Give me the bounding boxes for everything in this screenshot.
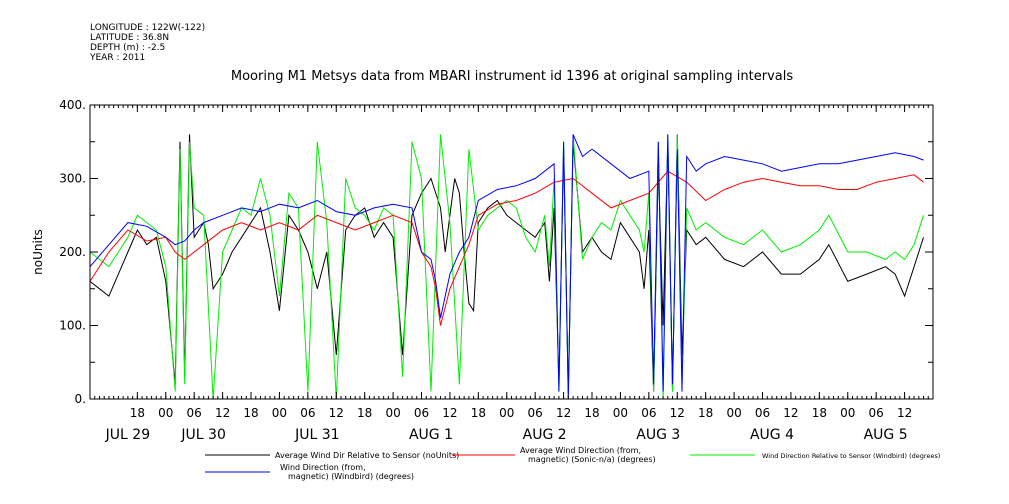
x-day-label-1: JUL 30 xyxy=(180,427,225,443)
y-tick-label-3: 300. xyxy=(59,172,86,186)
x-day-label-4: AUG 2 xyxy=(523,427,567,443)
x-tick-label-27: 12 xyxy=(897,406,912,420)
x-day-label-6: AUG 4 xyxy=(750,427,794,443)
latitude-text: LATITUDE : 36.8N xyxy=(90,33,169,43)
y-axis-label: noUnits xyxy=(31,229,45,275)
x-tick-label-22: 06 xyxy=(755,406,770,420)
legend-label-black: Average Wind Dir Relative to Sensor (noU… xyxy=(275,451,459,460)
y-tick-label-2: 200. xyxy=(59,245,86,259)
legend-label-red: Average Wind Direction (from, magnetic) … xyxy=(520,446,656,464)
x-tick-label-24: 18 xyxy=(812,406,827,420)
x-tick-label-16: 18 xyxy=(584,406,599,420)
legend: Average Wind Dir Relative to Sensor (noU… xyxy=(205,446,940,481)
x-tick-label-0: 18 xyxy=(130,406,145,420)
x-day-label-5: AUG 3 xyxy=(636,427,680,443)
series-line-1 xyxy=(89,170,924,326)
series-line-0 xyxy=(89,134,924,392)
legend-label-blue: Wind Direction (from, magnetic) (Windbir… xyxy=(280,463,414,481)
x-tick-label-7: 12 xyxy=(329,406,344,420)
series-layer xyxy=(89,134,924,400)
x-tick-label-15: 12 xyxy=(556,406,571,420)
x-tick-label-1: 00 xyxy=(158,406,173,420)
x-tick-label-10: 06 xyxy=(414,406,429,420)
x-tick-label-25: 00 xyxy=(840,406,855,420)
x-tick-label-13: 00 xyxy=(499,406,514,420)
x-tick-label-18: 06 xyxy=(641,406,656,420)
x-tick-label-20: 18 xyxy=(698,406,713,420)
x-day-label-2: JUL 31 xyxy=(294,427,339,443)
x-tick-label-23: 12 xyxy=(783,406,798,420)
x-tick-label-19: 12 xyxy=(670,406,685,420)
x-tick-label-2: 06 xyxy=(187,406,202,420)
x-tick-label-17: 00 xyxy=(613,406,628,420)
legend-label-blue-line2: magnetic) (Windbird) (degrees) xyxy=(288,472,414,481)
x-tick-label-5: 00 xyxy=(272,406,287,420)
x-day-label-7: AUG 5 xyxy=(864,427,908,443)
x-tick-label-3: 12 xyxy=(215,406,230,420)
legend-label-red-line2: magnetic) (Sonic-n/a) (degrees) xyxy=(528,455,656,464)
x-tick-label-21: 00 xyxy=(726,406,741,420)
chart-title: Mooring M1 Metsys data from MBARI instru… xyxy=(231,69,793,84)
x-tick-label-4: 18 xyxy=(243,406,258,420)
axes-layer: 0. 100. 200. 300. 400. 18 00 06 12 18 00 06 12 18 00 06… xyxy=(59,98,934,443)
depth-text: DEPTH (m) : -2.5 xyxy=(90,43,165,53)
header-info: LONGITUDE : 122W(-122) LATITUDE : 36.8N … xyxy=(89,23,205,63)
x-day-label-0: JUL 29 xyxy=(105,427,150,443)
series-line-3 xyxy=(89,134,924,400)
y-tick-label-0: 0. xyxy=(75,392,86,406)
x-day-label-3: AUG 1 xyxy=(409,427,453,443)
x-tick-label-14: 06 xyxy=(528,406,543,420)
x-tick-label-8: 18 xyxy=(357,406,372,420)
x-tick-label-9: 00 xyxy=(385,406,400,420)
x-tick-label-11: 12 xyxy=(442,406,457,420)
legend-label-green: Wind Direction Relative to Sensor (Windb… xyxy=(762,452,940,460)
x-tick-label-26: 06 xyxy=(869,406,884,420)
legend-label-red-line1: Average Wind Direction (from, xyxy=(520,446,641,455)
legend-label-blue-line1: Wind Direction (from, xyxy=(280,463,366,472)
x-tick-label-6: 06 xyxy=(300,406,315,420)
longitude-text: LONGITUDE : 122W(-122) xyxy=(90,23,205,33)
x-tick-label-12: 18 xyxy=(471,406,486,420)
year-text: YEAR : 2011 xyxy=(89,53,145,63)
y-tick-label-4: 400. xyxy=(59,98,86,112)
series-line-2 xyxy=(89,134,924,400)
y-tick-label-1: 100. xyxy=(59,319,86,333)
